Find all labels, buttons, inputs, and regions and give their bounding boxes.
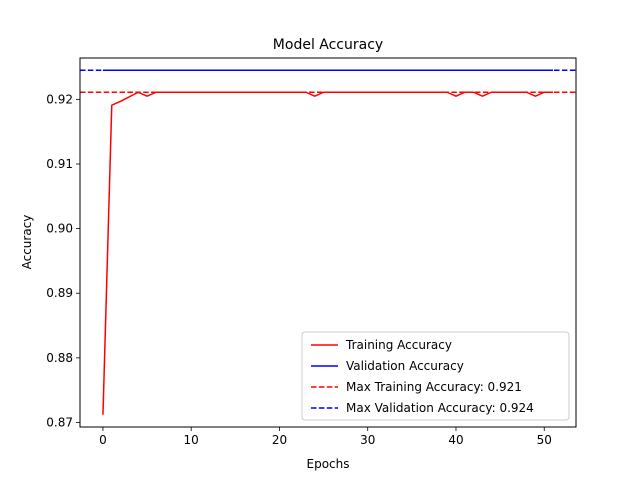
legend-box — [301, 331, 570, 421]
x-axis-label: Epochs — [307, 457, 350, 471]
plot-area — [80, 69, 576, 415]
y-tick-label: 0.92 — [46, 92, 73, 106]
y-tick-label: 0.89 — [46, 286, 73, 300]
legend-label: Training Accuracy — [345, 338, 452, 352]
y-tick-label: 0.88 — [46, 351, 73, 365]
legend: Training Accuracy Validation Accuracy Max … — [301, 331, 570, 421]
legend-label: Validation Accuracy — [346, 359, 464, 373]
x-tick-label: 50 — [537, 433, 552, 447]
legend-label: Max Training Accuracy: 0.921 — [346, 380, 522, 394]
y-tick-label: 0.90 — [46, 222, 73, 236]
y-tick-label: 0.87 — [46, 415, 73, 429]
x-axis: 0 10 20 30 40 50 — [99, 427, 552, 447]
y-axis: 0.87 0.88 0.89 0.90 0.91 0.92 — [46, 92, 80, 429]
x-tick-label: 30 — [360, 433, 375, 447]
x-tick-label: 10 — [184, 433, 199, 447]
plot-frame — [79, 57, 577, 428]
y-tick-label: 0.91 — [46, 157, 73, 171]
x-tick-label: 40 — [448, 433, 463, 447]
chart-title: Model Accuracy — [273, 37, 383, 53]
legend-label: Max Validation Accuracy: 0.924 — [346, 401, 534, 415]
x-tick-label: 20 — [272, 433, 287, 447]
y-axis-label: Accuracy — [20, 215, 34, 270]
series-line-training — [102, 91, 554, 415]
x-tick-label: 0 — [99, 433, 107, 447]
